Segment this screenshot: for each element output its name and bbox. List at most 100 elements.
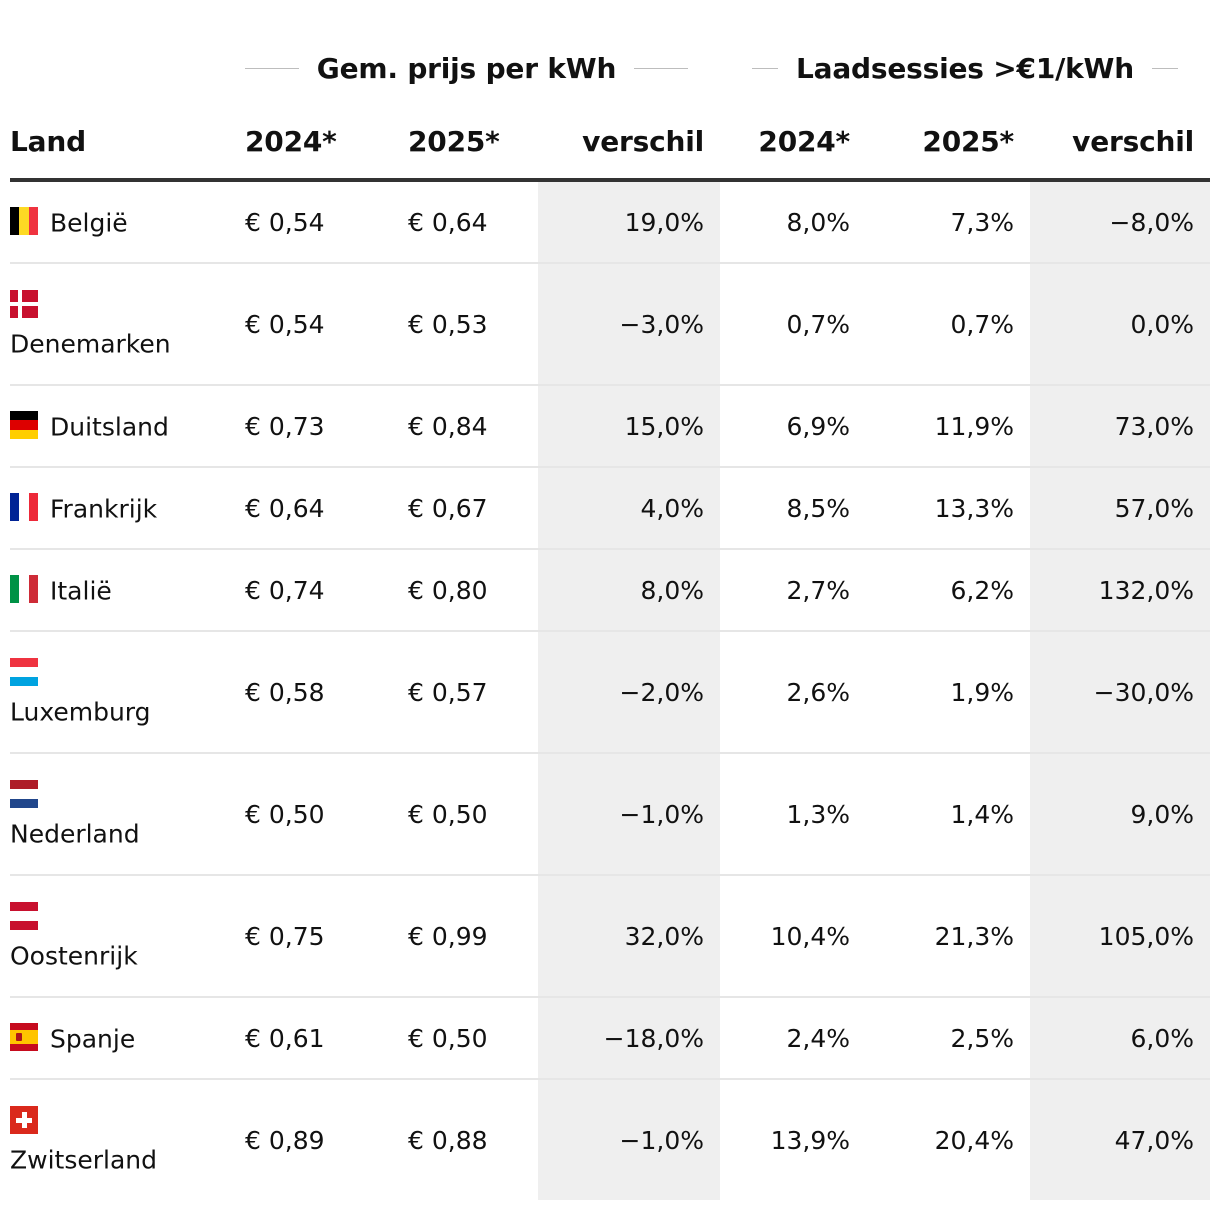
country-name: Luxemburg [10, 697, 151, 727]
price-2025-cell: € 0,57 [408, 630, 538, 753]
group-header-price: Gem. prijs per kWh [245, 48, 688, 88]
group-rule-right [634, 67, 688, 69]
header-row: Land 2024* 2025* verschil 2024* 2025* ve… [10, 104, 1210, 182]
sessions-2024-cell: 10,4% [720, 874, 866, 997]
price-diff-cell: 15,0% [538, 384, 720, 467]
table-row: Duitsland € 0,73 € 0,84 15,0% 6,9% 11,9% 73,0% [10, 384, 1210, 467]
column-header-land: Land [10, 104, 245, 182]
price-2024-cell: € 0,89 [245, 1078, 408, 1200]
country-name: Duitsland [50, 412, 169, 442]
country-name: Nederland [10, 819, 140, 849]
country-name: Spanje [50, 1024, 136, 1054]
price-2025-cell: € 0,67 [408, 466, 538, 549]
flag-icon [10, 1105, 38, 1134]
sessions-2024-cell: 0,7% [720, 262, 866, 385]
country-name: Frankrijk [50, 494, 158, 524]
country-cell: Oostenrijk [10, 874, 245, 997]
country-cell: Zwitserland [10, 1078, 245, 1200]
table-chart: Gem. prijs per kWh Laadsessies >€1/kWh L… [10, 0, 1210, 1210]
price-2024-cell: € 0,58 [245, 630, 408, 753]
price-2024-cell: € 0,74 [245, 548, 408, 631]
flag-icon [10, 574, 38, 603]
price-diff-cell: 8,0% [538, 548, 720, 631]
price-2024-cell: € 0,54 [245, 262, 408, 385]
price-2025-cell: € 0,50 [408, 996, 538, 1079]
sessions-2025-cell: 6,2% [866, 548, 1030, 631]
flag-icon [10, 206, 38, 235]
table-row: België € 0,54 € 0,64 19,0% 8,0% 7,3% −8,0% [10, 180, 1210, 263]
table-row: Denemarken € 0,54 € 0,53 −3,0% 0,7% 0,7% 0,0% [10, 262, 1210, 385]
country-name: Italië [50, 576, 112, 606]
price-diff-cell: 32,0% [538, 874, 720, 997]
column-header-price-2024: 2024* [245, 104, 408, 182]
sessions-2024-cell: 13,9% [720, 1078, 866, 1200]
price-2024-cell: € 0,75 [245, 874, 408, 997]
column-header-price-2025: 2025* [408, 104, 538, 182]
sessions-2025-cell: 1,4% [866, 752, 1030, 875]
price-diff-cell: 19,0% [538, 180, 720, 263]
column-header-sessions-2024: 2024* [720, 104, 866, 182]
table-row: Nederland € 0,50 € 0,50 −1,0% 1,3% 1,4% 9,0% [10, 752, 1210, 875]
sessions-diff-cell: 73,0% [1030, 384, 1210, 467]
price-2024-cell: € 0,73 [245, 384, 408, 467]
country-cell: België [10, 180, 245, 263]
country-cell: Luxemburg [10, 630, 245, 753]
sessions-2025-cell: 13,3% [866, 466, 1030, 549]
sessions-diff-cell: 9,0% [1030, 752, 1210, 875]
sessions-2024-cell: 8,5% [720, 466, 866, 549]
price-2024-cell: € 0,61 [245, 996, 408, 1079]
sessions-diff-cell: 0,0% [1030, 262, 1210, 385]
column-header-sessions-diff: verschil [1030, 104, 1210, 182]
price-2025-cell: € 0,99 [408, 874, 538, 997]
price-2025-cell: € 0,53 [408, 262, 538, 385]
country-cell: Denemarken [10, 262, 245, 385]
price-diff-cell: −18,0% [538, 996, 720, 1079]
country-cell: Frankrijk [10, 466, 245, 549]
table-row: Frankrijk € 0,64 € 0,67 4,0% 8,5% 13,3% 57,0% [10, 466, 1210, 549]
country-name: Oostenrijk [10, 941, 138, 971]
group-header-sessions: Laadsessies >€1/kWh [752, 48, 1178, 88]
price-diff-cell: −1,0% [538, 752, 720, 875]
sessions-2024-cell: 8,0% [786, 207, 850, 237]
flag-icon [10, 901, 38, 930]
sessions-diff-cell: 47,0% [1030, 1078, 1210, 1200]
data-table: Land 2024* 2025* verschil 2024* 2025* ve… [10, 104, 1210, 1200]
price-2024-cell: € 0,50 [245, 752, 408, 875]
price-diff-cell: −3,0% [538, 262, 720, 385]
sessions-2025-cell: 1,9% [866, 630, 1030, 753]
sessions-2024-cell: 1,3% [720, 752, 866, 875]
table-row: Italië € 0,74 € 0,80 8,0% 2,7% 6,2% 132,0% [10, 548, 1210, 631]
group-header-sessions-label: Laadsessies >€1/kWh [796, 51, 1134, 85]
table-row: Luxemburg € 0,58 € 0,57 −2,0% 2,6% 1,9% −30,0% [10, 630, 1210, 753]
table-row: Oostenrijk € 0,75 € 0,99 32,0% 10,4% 21,3% 105… [10, 874, 1210, 997]
price-2024-cell: € 0,64 [245, 466, 408, 549]
price-2025-cell: € 0,50 [408, 752, 538, 875]
country-cell: Italië [10, 548, 245, 631]
flag-icon [10, 657, 38, 686]
sessions-2025-cell: 20,4% [866, 1078, 1030, 1200]
price-2025-cell: € 0,64 [408, 207, 488, 237]
table-row: Zwitserland € 0,89 € 0,88 −1,0% 13,9% 20,4% 47… [10, 1078, 1210, 1200]
flag-icon [10, 410, 38, 439]
country-name: Denemarken [10, 329, 171, 359]
sessions-2025-cell: 0,7% [866, 262, 1030, 385]
sessions-2024-cell: 2,6% [720, 630, 866, 753]
price-2025-cell: € 0,88 [408, 1078, 538, 1200]
sessions-diff-cell: −8,0% [1030, 180, 1210, 263]
sessions-2024-cell: 6,9% [720, 384, 866, 467]
sessions-diff-cell: −30,0% [1030, 630, 1210, 753]
sessions-diff-cell: 132,0% [1030, 548, 1210, 631]
sessions-2025-cell: 21,3% [866, 874, 1030, 997]
group-rule-left [245, 67, 299, 69]
country-name: België [50, 208, 128, 238]
flag-icon [10, 1022, 38, 1051]
price-2024-cell: € 0,54 [245, 207, 325, 237]
sessions-2024-cell: 2,4% [720, 996, 866, 1079]
sessions-diff-cell: 57,0% [1030, 466, 1210, 549]
country-name: Zwitserland [10, 1145, 157, 1175]
table-row: Spanje € 0,61 € 0,50 −18,0% 2,4% 2,5% 6,0% [10, 996, 1210, 1079]
sessions-2025-cell: 2,5% [866, 996, 1030, 1079]
sessions-2025-cell: 7,3% [950, 207, 1014, 237]
group-rule-left [752, 67, 779, 69]
group-header-price-label: Gem. prijs per kWh [316, 51, 617, 85]
